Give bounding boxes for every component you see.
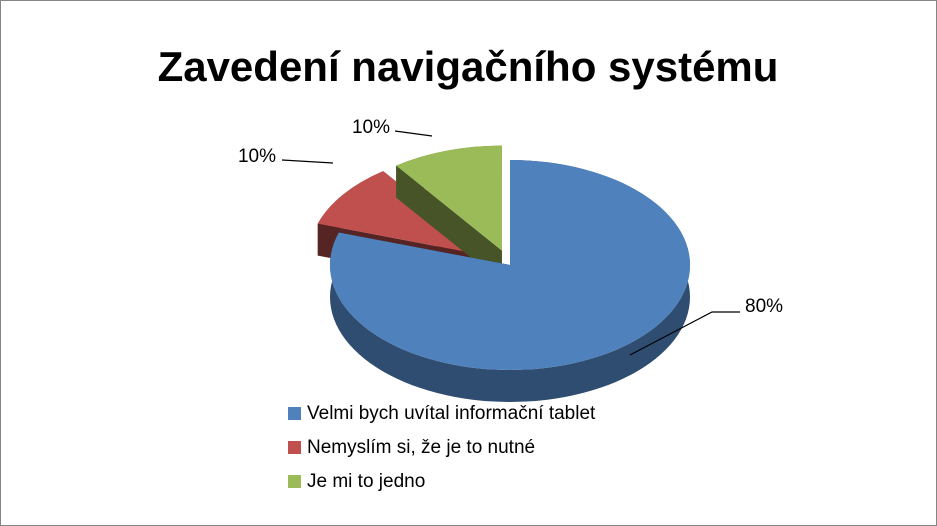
pie-slice [396, 145, 502, 283]
data-label: 10% [238, 146, 276, 167]
pie-slice [330, 160, 691, 403]
leader-line [629, 311, 740, 356]
chart-title: Zavedení navigačního systému [158, 43, 779, 90]
legend-label: Je mi to jedno [307, 471, 425, 492]
legend-swatch [288, 407, 301, 420]
data-label: 80% [745, 296, 783, 317]
slice-top [330, 160, 691, 370]
data-label: 10% [352, 117, 390, 138]
leader-line [394, 130, 433, 137]
legend-swatch [288, 441, 301, 454]
slice-side [396, 165, 502, 283]
legend-label: Nemyslím si, že je to nutné [307, 437, 535, 458]
leader-line [281, 159, 334, 164]
slice-top [396, 145, 502, 251]
legend-swatch [288, 475, 301, 488]
legend-label: Velmi bych uvítal informační tablet [307, 403, 596, 424]
